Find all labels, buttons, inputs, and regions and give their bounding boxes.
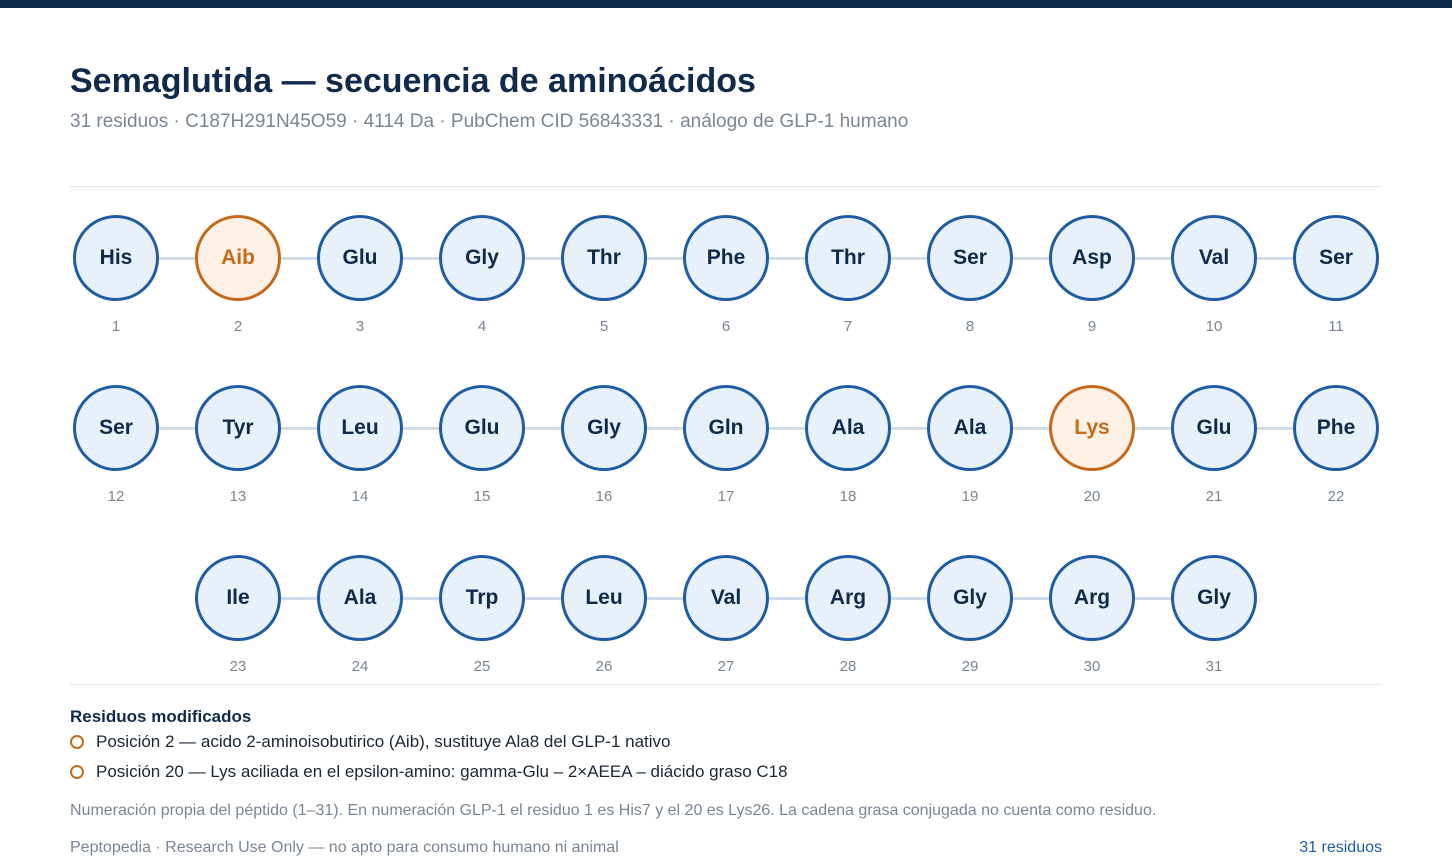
residue-18: Ala [805,385,891,471]
residue-6: Phe [683,215,769,301]
residue-9: Asp [1049,215,1135,301]
residue-31: Gly [1171,555,1257,641]
residue-7: Thr [805,215,891,301]
top-accent-bar [0,0,1452,8]
residue-1: His [73,215,159,301]
sequence-connector [116,427,1336,430]
residue-16: Gly [561,385,647,471]
legend-item-text: Posición 20 — Lys aciliada en el epsilon… [96,762,788,781]
residue-28: Arg [805,555,891,641]
residue-25: Trp [439,555,525,641]
residue-position-label: 16 [595,488,613,505]
residue-position-label: 27 [717,658,735,675]
residue-position-label: 3 [355,318,365,335]
residue-position-label: 15 [473,488,491,505]
divider-bottom [70,684,1382,685]
legend-title: Residuos modificados [70,707,252,726]
page-subtitle: 31 residuos · C187H291N45O59 · 4114 Da ·… [70,111,909,132]
residue-position-label: 20 [1083,488,1101,505]
residue-30: Arg [1049,555,1135,641]
residue-15: Glu [439,385,525,471]
residue-position-label: 31 [1205,658,1223,675]
residue-24: Ala [317,555,403,641]
residue-position-label: 21 [1205,488,1223,505]
residue-26: Leu [561,555,647,641]
residue-position-label: 10 [1205,318,1223,335]
residue-position-label: 8 [965,318,975,335]
residue-position-label: 19 [961,488,979,505]
numbering-note: Numeración propia del péptido (1–31). En… [70,802,1157,819]
residue-position-label: 23 [229,658,247,675]
residue-position-label: 4 [477,318,487,335]
residue-12: Ser [73,385,159,471]
residue-position-label: 29 [961,658,979,675]
residue-position-label: 28 [839,658,857,675]
sequence-connector [116,257,1336,260]
residue-3: Glu [317,215,403,301]
residue-8: Ser [927,215,1013,301]
footer-disclaimer: Peptopedia · Research Use Only — no apto… [70,839,619,856]
residue-position-label: 9 [1087,318,1097,335]
residue-11: Ser [1293,215,1379,301]
residue-21: Glu [1171,385,1257,471]
page-title: Semaglutida — secuencia de aminoácidos [70,62,756,100]
residue-position-label: 1 [111,318,121,335]
residue-position-label: 7 [843,318,853,335]
legend-item-position-20: Posición 20 — Lys aciliada en el epsilon… [70,762,788,782]
residue-4: Gly [439,215,525,301]
residue-23: Ile [195,555,281,641]
residue-position-label: 6 [721,318,731,335]
residue-position-label: 5 [599,318,609,335]
residue-position-label: 13 [229,488,247,505]
residue-19: Ala [927,385,1013,471]
residue-5: Thr [561,215,647,301]
residue-20: Lys [1049,385,1135,471]
residue-22: Phe [1293,385,1379,471]
residue-position-label: 22 [1327,488,1345,505]
residue-14: Leu [317,385,403,471]
residue-position-label: 14 [351,488,369,505]
residue-position-label: 30 [1083,658,1101,675]
legend-item-position-2: Posición 2 — acido 2-aminoisobutirico (A… [70,732,671,752]
residue-29: Gly [927,555,1013,641]
residue-position-label: 25 [473,658,491,675]
divider-top [70,186,1382,187]
residue-position-label: 18 [839,488,857,505]
residue-13: Tyr [195,385,281,471]
residue-2: Aib [195,215,281,301]
modified-marker-icon [70,735,84,749]
residue-position-label: 24 [351,658,369,675]
footer-residue-count: 31 residuos [1299,839,1382,856]
residue-position-label: 12 [107,488,125,505]
legend-item-text: Posición 2 — acido 2-aminoisobutirico (A… [96,732,671,751]
residue-position-label: 11 [1328,318,1344,335]
residue-10: Val [1171,215,1257,301]
residue-position-label: 2 [233,318,243,335]
sequence-connector [238,597,1214,600]
modified-marker-icon [70,765,84,779]
residue-27: Val [683,555,769,641]
residue-17: Gln [683,385,769,471]
residue-position-label: 17 [717,488,735,505]
residue-position-label: 26 [595,658,613,675]
